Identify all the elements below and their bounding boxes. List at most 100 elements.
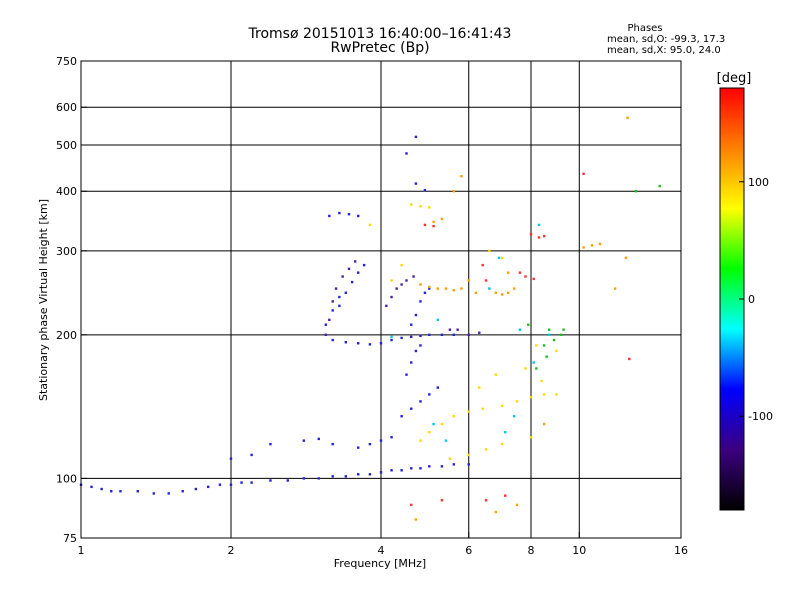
data-point: [500, 293, 504, 296]
data-point: [344, 291, 348, 294]
data-point: [356, 473, 360, 476]
data-point: [452, 190, 456, 193]
data-point: [423, 291, 427, 294]
data-point: [331, 300, 334, 303]
data-point: [347, 267, 351, 271]
data-point: [545, 355, 548, 358]
data-point: [460, 175, 463, 178]
data-point: [467, 463, 470, 466]
data-point: [390, 436, 393, 439]
data-point: [410, 203, 413, 206]
data-point: [560, 333, 563, 337]
data-point: [515, 503, 519, 507]
phase-box-line2: mean, sd,X: 95.0, 24.0: [607, 45, 721, 56]
data-point: [518, 271, 522, 274]
data-point: [356, 214, 360, 218]
phase-box-title: Phases: [627, 23, 662, 34]
data-point: [529, 233, 533, 236]
data-point: [250, 453, 253, 457]
data-point: [338, 295, 341, 299]
data-point: [229, 483, 233, 486]
data-point: [484, 448, 488, 451]
data-point: [488, 249, 491, 253]
data-point: [410, 467, 413, 470]
data-point: [440, 465, 444, 468]
data-point: [506, 271, 510, 274]
data-point: [136, 490, 139, 493]
data-point: [414, 182, 418, 185]
data-point: [206, 485, 210, 489]
x-tick-label: 4: [378, 544, 385, 557]
data-point: [500, 404, 504, 407]
data-point: [500, 442, 504, 446]
data-point: [474, 291, 478, 294]
data-point: [512, 415, 516, 418]
data-point: [414, 135, 418, 139]
data-point: [331, 442, 334, 446]
data-point: [412, 275, 415, 278]
data-point: [334, 287, 338, 290]
data-point: [524, 367, 527, 370]
data-point: [626, 116, 629, 120]
chart-subtitle: RwPretec (Bp): [330, 40, 429, 56]
y-tick-label: 200: [56, 329, 77, 342]
data-point: [419, 439, 422, 442]
data-point: [432, 220, 435, 224]
data-point: [167, 492, 170, 495]
data-point: [590, 244, 594, 247]
data-point: [452, 463, 456, 466]
x-tick-label: 8: [528, 544, 535, 557]
data-point: [344, 340, 348, 344]
y-tick-label: 75: [63, 532, 77, 545]
data-point: [624, 256, 628, 260]
data-point: [481, 263, 484, 267]
colorbar-tick-label: 0: [748, 293, 755, 306]
data-point: [488, 287, 491, 290]
x-axis-ticks: 1 2 4 6 8 10 16: [78, 532, 688, 557]
data-point: [506, 291, 510, 294]
data-point: [484, 279, 488, 282]
data-point: [419, 344, 422, 347]
y-tick-label: 400: [56, 185, 77, 198]
data-point: [582, 246, 585, 249]
data-point: [555, 393, 558, 396]
data-point: [385, 304, 388, 308]
data-point: [302, 477, 306, 480]
y-tick-label: 300: [56, 245, 77, 258]
data-point: [328, 318, 331, 322]
y-axis-ticks: 75 100 200 300 400 500 600 750: [56, 55, 87, 545]
data-point: [613, 287, 617, 290]
data-point: [518, 328, 522, 331]
data-point: [481, 407, 484, 410]
data-point: [379, 439, 383, 442]
data-point: [338, 211, 341, 215]
data-point: [547, 328, 551, 331]
data-point: [532, 277, 535, 281]
data-point: [356, 446, 360, 449]
data-point: [324, 323, 328, 326]
data-point: [467, 333, 470, 337]
data-point: [379, 471, 383, 474]
data-point: [542, 234, 546, 238]
data-point: [414, 313, 418, 317]
data-point: [432, 224, 435, 228]
data-point: [353, 260, 357, 263]
data-point: [328, 214, 331, 218]
data-point: [444, 439, 448, 442]
data-point: [362, 263, 366, 267]
data-point: [119, 490, 122, 493]
data-point: [390, 279, 393, 282]
chart-grid: [81, 61, 681, 538]
data-point: [582, 172, 585, 176]
data-point: [503, 430, 507, 434]
data-point: [598, 242, 602, 246]
data-point: [368, 343, 372, 346]
colorbar-label: [deg]: [717, 71, 752, 86]
data-point: [497, 256, 501, 260]
colorbar-ticks: 100 0 -100: [739, 176, 773, 423]
data-point: [460, 287, 463, 290]
data-point: [542, 393, 546, 396]
data-point: [552, 338, 556, 342]
phase-box-line1: mean, sd,O: -99.3, 17.3: [607, 34, 725, 45]
data-point: [414, 518, 418, 521]
